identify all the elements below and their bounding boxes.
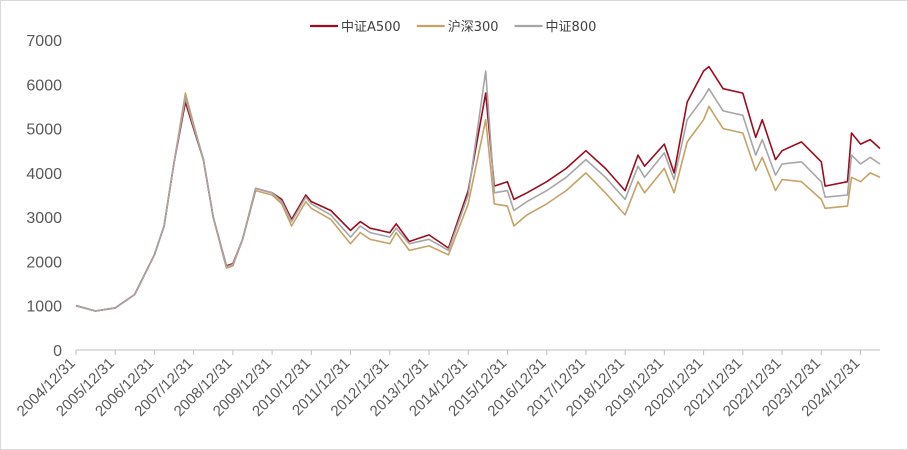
y-tick-label: 0 — [53, 343, 62, 360]
series-line — [75, 65, 881, 312]
legend-item: 沪深300 — [416, 19, 499, 35]
legend-label: 中证A500 — [341, 20, 401, 35]
plot-area — [75, 65, 881, 312]
legend-label: 沪深300 — [448, 19, 499, 35]
y-tick-label: 4000 — [26, 166, 62, 183]
legend-item: 中证A500 — [310, 20, 401, 35]
y-tick-label: 3000 — [26, 210, 62, 227]
y-axis: 0 1000 2000 3000 4000 5000 6000 7000 — [26, 33, 62, 360]
series-line — [75, 70, 881, 312]
y-tick-label: 2000 — [26, 254, 62, 271]
legend-label: 中证800 — [546, 20, 597, 35]
x-axis: 2004/12/312005/12/312006/12/312007/12/31… — [14, 349, 880, 420]
legend: 中证A500 沪深300 中证800 — [310, 19, 596, 35]
y-tick-label: 6000 — [26, 77, 62, 94]
y-tick-label: 7000 — [26, 33, 62, 50]
legend-item: 中证800 — [514, 20, 597, 35]
y-tick-label: 1000 — [26, 299, 62, 316]
y-tick-label: 5000 — [26, 122, 62, 139]
